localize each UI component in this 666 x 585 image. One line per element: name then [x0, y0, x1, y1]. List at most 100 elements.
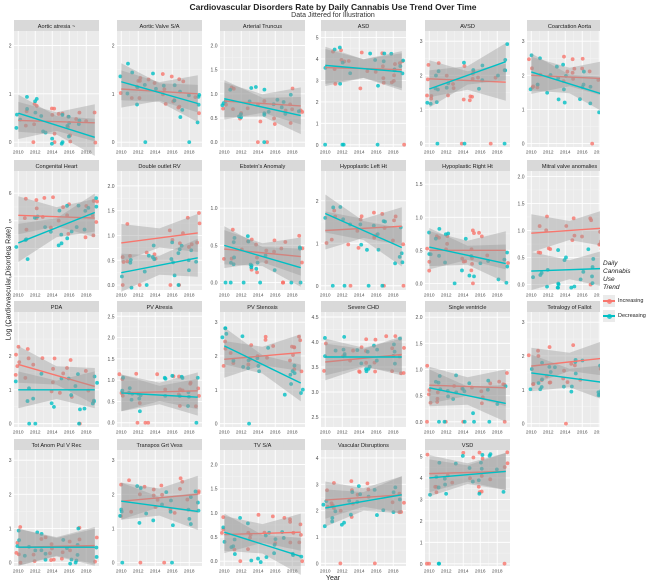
- data-point-decreasing: [503, 58, 508, 62]
- facet-strip: [220, 439, 305, 450]
- data-point-decreasing: [437, 460, 442, 465]
- data-point-increasing: [40, 356, 45, 361]
- x-tick-label: 2018: [492, 150, 503, 156]
- data-point-increasing: [129, 96, 134, 100]
- x-tick-label: 2018: [287, 569, 298, 575]
- data-point-increasing: [297, 540, 302, 545]
- data-point-decreasing: [488, 452, 493, 457]
- y-tick-label: 1.5: [416, 341, 423, 347]
- legend-key-increasing: [603, 295, 615, 307]
- data-point-decreasing: [59, 241, 64, 246]
- facet-title: ASD: [358, 24, 370, 30]
- facet-double-outlet-rv: Double outlet RV 0.0 0.5 1.0 1.5 2.0 2010 2012 2…: [108, 160, 202, 299]
- data-point-increasing: [427, 561, 432, 566]
- data-point-increasing: [51, 195, 55, 200]
- data-point-increasing: [163, 102, 168, 106]
- data-point-decreasing: [433, 379, 438, 384]
- data-point-increasing: [380, 64, 385, 69]
- data-point-decreasing: [249, 558, 254, 563]
- data-point-increasing: [470, 94, 474, 99]
- y-tick-label: 0: [316, 284, 319, 290]
- data-point-decreasing: [94, 196, 99, 201]
- data-point-increasing: [479, 401, 484, 406]
- data-point-decreasing: [177, 247, 182, 252]
- data-point-decreasing: [486, 378, 491, 383]
- x-tick-label: 2012: [30, 150, 41, 156]
- data-point-increasing: [283, 240, 288, 244]
- x-tick-label: 2016: [167, 293, 178, 299]
- data-point-increasing: [538, 250, 543, 255]
- data-point-decreasing: [90, 401, 95, 406]
- data-point-decreasing: [337, 45, 342, 50]
- data-point-decreasing: [382, 51, 387, 56]
- trend-line-decreasing: [325, 64, 402, 73]
- y-tick-label: 3: [420, 39, 423, 45]
- facet-ebstein-s-anomaly: Ebstein's Anomaly 0.0 0.5 1.0 2010 2012 2014 20…: [211, 160, 305, 299]
- data-point-increasing: [50, 380, 55, 385]
- data-point-decreasing: [33, 99, 38, 104]
- data-point-decreasing: [504, 280, 509, 285]
- data-point-increasing: [332, 481, 336, 485]
- data-point-decreasing: [279, 105, 284, 110]
- data-point-increasing: [427, 268, 432, 273]
- data-point-decreasing: [254, 266, 259, 271]
- data-point-increasing: [365, 481, 370, 486]
- data-point-decreasing: [446, 394, 450, 399]
- data-point-decreasing: [322, 524, 327, 529]
- data-point-decreasing: [17, 538, 22, 543]
- data-point-increasing: [565, 69, 570, 74]
- y-tick-label: 1: [316, 241, 319, 247]
- data-point-decreasing: [443, 260, 447, 265]
- trend-line-increasing: [325, 353, 402, 363]
- data-point-increasing: [461, 450, 466, 455]
- data-point-increasing: [571, 343, 576, 348]
- data-point-increasing: [223, 339, 228, 344]
- data-point-increasing: [392, 73, 396, 78]
- data-point-decreasing: [375, 347, 380, 352]
- data-point-decreasing: [194, 259, 199, 264]
- data-point-decreasing: [76, 203, 81, 208]
- data-point-increasing: [590, 141, 595, 146]
- y-tick-label: 1.5: [108, 209, 115, 215]
- data-point-decreasing: [477, 491, 482, 496]
- data-point-decreasing: [172, 83, 177, 88]
- facet-strip: [425, 439, 510, 450]
- data-point-decreasing: [82, 227, 87, 232]
- data-point-decreasing: [397, 254, 402, 259]
- data-point-decreasing: [561, 62, 565, 67]
- data-point-decreasing: [529, 53, 534, 58]
- data-point-decreasing: [505, 42, 510, 47]
- data-point-increasing: [471, 281, 475, 286]
- data-point-decreasing: [538, 56, 542, 61]
- data-point-decreasing: [590, 281, 595, 286]
- y-tick-label: 1: [9, 526, 12, 532]
- y-tick-label: 3: [316, 482, 319, 488]
- data-point-increasing: [61, 205, 66, 210]
- x-tick-label: 2016: [167, 569, 178, 575]
- data-point-decreasing: [375, 232, 380, 237]
- data-point-decreasing: [556, 97, 561, 102]
- y-tick-label: 2: [9, 492, 12, 498]
- data-point-decreasing: [92, 374, 97, 379]
- x-tick-label: 2012: [543, 293, 554, 299]
- facet-title: Aortic Valve S/A: [140, 24, 180, 30]
- data-point-decreasing: [13, 379, 18, 384]
- data-point-increasing: [290, 86, 295, 91]
- data-point-increasing: [373, 337, 378, 342]
- data-point-decreasing: [451, 397, 456, 401]
- data-point-increasing: [435, 400, 440, 404]
- data-point-decreasing: [443, 482, 447, 487]
- data-point-increasing: [228, 351, 233, 355]
- data-point-decreasing: [540, 377, 544, 382]
- x-tick-label: 2010: [13, 430, 24, 436]
- x-tick-label: 2014: [253, 430, 264, 436]
- data-point-decreasing: [398, 336, 402, 341]
- data-point-decreasing: [231, 240, 236, 245]
- data-point-decreasing: [487, 419, 492, 424]
- data-point-increasing: [168, 283, 173, 287]
- data-point-decreasing: [52, 404, 56, 409]
- legend-key-decreasing: [603, 310, 615, 322]
- data-point-increasing: [272, 116, 276, 121]
- x-tick-label: 2010: [219, 569, 230, 575]
- data-point-decreasing: [50, 136, 55, 141]
